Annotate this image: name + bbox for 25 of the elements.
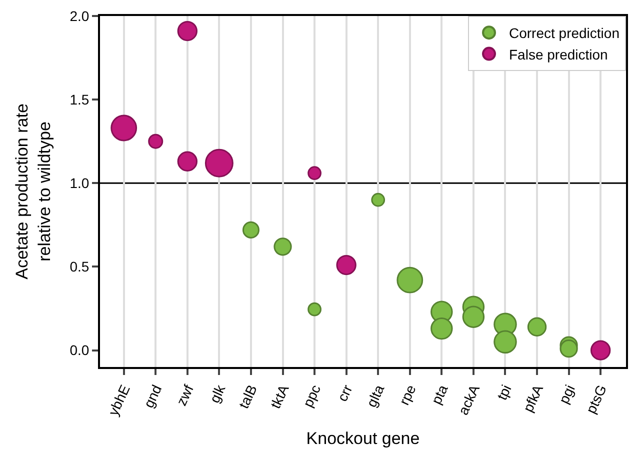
x-axis-title: Knockout gene — [306, 428, 420, 448]
x-tick-label: crr — [334, 382, 356, 404]
x-tick-label: ybhE — [104, 382, 133, 418]
x-tick-label: pgi — [555, 382, 578, 406]
x-tick-label: glta — [363, 382, 388, 410]
x-tick-label: tpi — [494, 382, 514, 402]
x-tick-label: ppc — [300, 382, 324, 410]
x-tick-label: ptsG — [582, 382, 610, 416]
y-tick-label: 1.0 — [70, 175, 90, 192]
x-tick-label: talB — [235, 382, 260, 411]
x-tick-label: tktA — [267, 382, 292, 411]
legend-label: Correct prediction — [509, 25, 620, 42]
y-tick-label: 0.5 — [70, 258, 90, 275]
x-tick-label: ackA — [454, 382, 483, 418]
x-tick-label: glk — [206, 381, 229, 406]
x-tick-label: pta — [428, 382, 451, 407]
x-tick-label: pfkA — [520, 382, 546, 414]
y-tick-label: 1.5 — [70, 91, 90, 108]
legend-label: False prediction — [509, 46, 608, 62]
y-tick-label: 2.0 — [70, 8, 90, 24]
y-tick-label: 0.0 — [70, 342, 90, 358]
x-tick-label: gnd — [140, 382, 165, 410]
x-tick-label: zwf — [173, 382, 197, 408]
y-axis-title: Acetate production rate relative to wildtype — [12, 104, 54, 280]
x-tick-label: rpe — [396, 382, 420, 408]
